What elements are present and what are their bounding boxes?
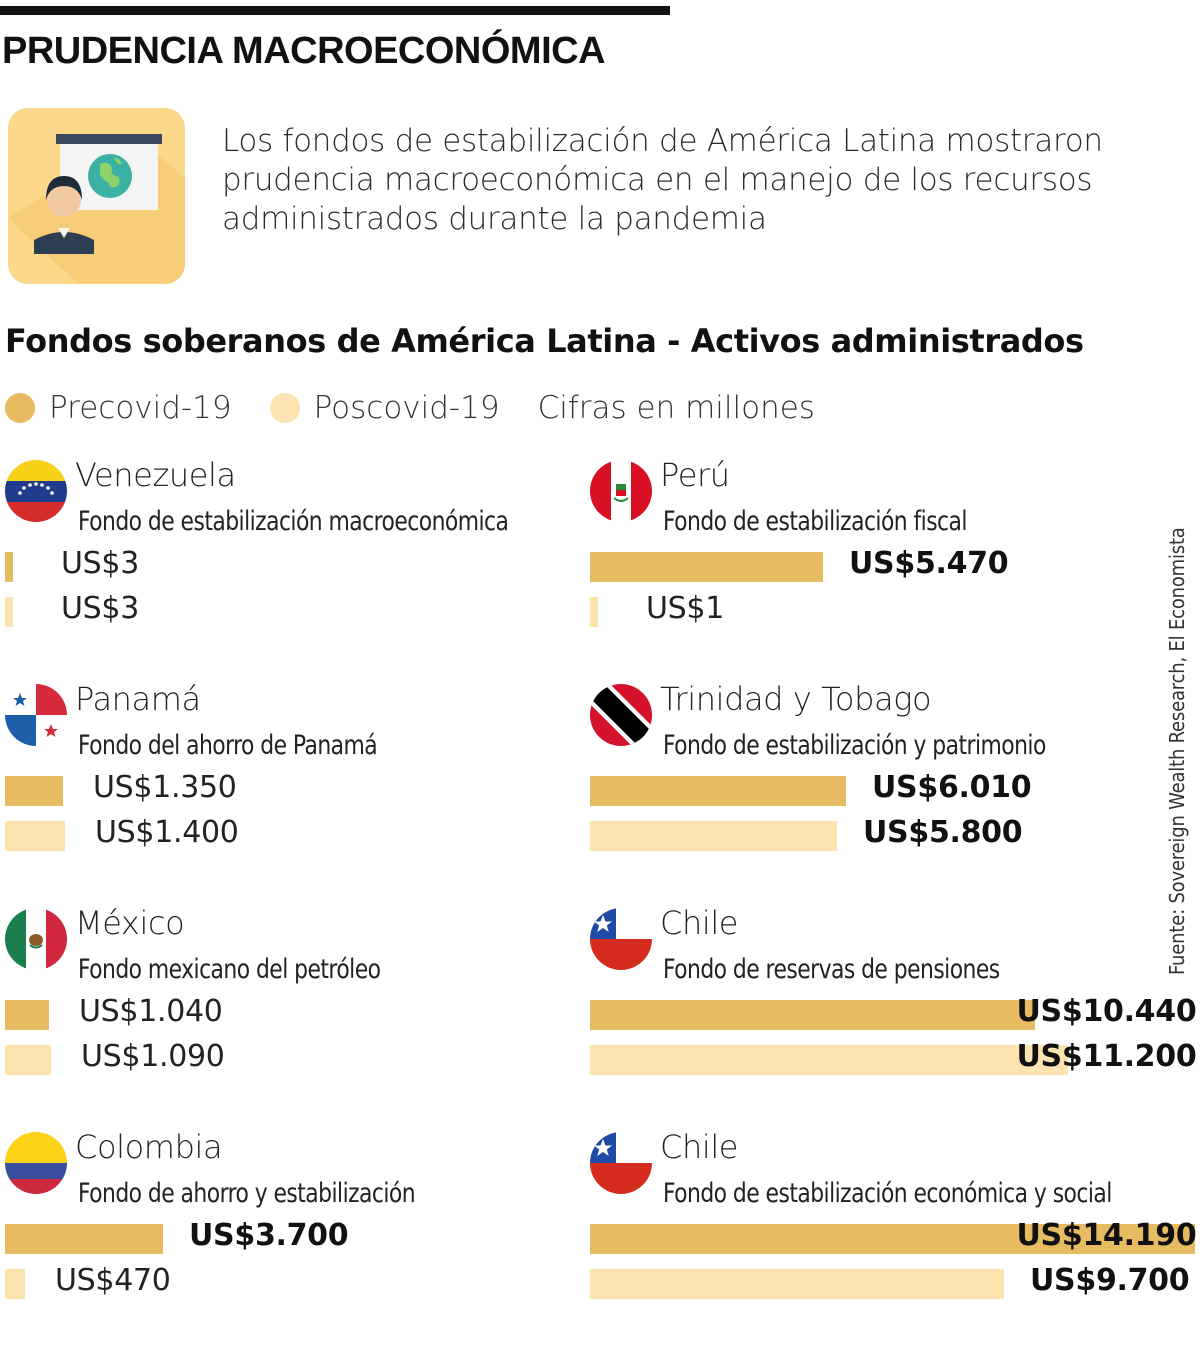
fund-name: Fondo de reservas de pensiones: [663, 954, 1000, 985]
fund-name: Fondo de estabilización y patrimonio: [663, 730, 1046, 761]
bar-pre: [5, 1224, 163, 1254]
fund-panel: Chile Fondo de reservas de pensiones US$10…: [590, 904, 1197, 1128]
value-label-post: US$1.090: [81, 1039, 225, 1074]
page-title: PRUDENCIA MACROECONÓMICA: [2, 30, 606, 72]
presentation-icon: [8, 108, 185, 284]
fund-panel: Colombia Fondo de ahorro y estabilización…: [5, 1128, 605, 1352]
fund-panel: Perú Fondo de estabilización fiscal US$5.4…: [590, 456, 1190, 680]
bar-pre: [590, 776, 846, 806]
trinidad-flag-icon: [590, 684, 652, 746]
value-label-pre: US$10.440: [1016, 994, 1197, 1029]
country-name: Trinidad y Tobago: [660, 680, 932, 718]
fund-name: Fondo de estabilización económica y soci…: [663, 1178, 1112, 1209]
unit-note: Cifras en millones: [537, 390, 815, 426]
legend-swatch-pre: [5, 393, 35, 423]
country-name: Venezuela: [75, 456, 236, 494]
bar-pre: [590, 1224, 1195, 1254]
country-name: Chile: [660, 904, 739, 942]
country-name: Panamá: [75, 680, 201, 718]
country-name: Chile: [660, 1128, 739, 1166]
peru-flag-icon: [590, 460, 652, 522]
bar-pre: [5, 776, 63, 806]
chart-title: Fondos soberanos de América Latina - Act…: [5, 322, 1084, 360]
value-label-post: US$470: [55, 1263, 171, 1298]
bar-post: [590, 1045, 1068, 1075]
value-label-pre: US$14.190: [1016, 1218, 1197, 1253]
bar-pre: [590, 1000, 1035, 1030]
bar-post: [5, 1045, 51, 1075]
value-label-post: US$9.700: [1030, 1263, 1190, 1298]
fund-panel: México Fondo mexicano del petróleo US$1.04…: [5, 904, 605, 1128]
value-label-pre: US$3: [61, 546, 139, 581]
legend-item-pre: Precovid-19: [5, 390, 232, 426]
value-label-pre: US$3.700: [189, 1218, 349, 1253]
fund-panel: Trinidad y Tobago Fondo de estabilización…: [590, 680, 1190, 904]
fund-panel: Panamá Fondo del ahorro de Panamá US$1.350…: [5, 680, 605, 904]
country-name: Colombia: [75, 1128, 223, 1166]
country-name: Perú: [660, 456, 730, 494]
intro-text: Los fondos de estabilización de América …: [222, 123, 1103, 237]
value-label-pre: US$6.010: [872, 770, 1032, 805]
fund-name: Fondo de estabilización macroeconómica: [78, 506, 509, 537]
value-label-pre: US$1.350: [93, 770, 237, 805]
top-rule: [0, 6, 670, 15]
fund-name: Fondo de estabilización fiscal: [663, 506, 967, 537]
bar-post: [590, 597, 598, 627]
bar-post: [5, 821, 65, 851]
value-label-post: US$3: [61, 591, 139, 626]
fund-panel: Chile Fondo de estabilización económica y…: [590, 1128, 1197, 1352]
value-label-pre: US$1.040: [79, 994, 223, 1029]
bar-post: [590, 821, 837, 851]
fund-name: Fondo del ahorro de Panamá: [78, 730, 378, 761]
fund-name: Fondo mexicano del petróleo: [78, 954, 381, 985]
bar-pre: [590, 552, 823, 582]
value-label-post: US$1.400: [95, 815, 239, 850]
colombia-flag-icon: [5, 1132, 67, 1194]
venezuela-flag-icon: [5, 460, 67, 522]
value-label-pre: US$5.470: [849, 546, 1009, 581]
fund-panel: Venezuela Fondo de estabilización macroec…: [5, 456, 605, 680]
legend-label-pre: Precovid-19: [49, 390, 232, 426]
value-label-post: US$5.800: [863, 815, 1023, 850]
bar-pre: [5, 552, 13, 582]
legend-swatch-post: [269, 393, 300, 423]
legend-label-post: Poscovid-19: [313, 390, 500, 426]
bar-pre: [5, 1000, 49, 1030]
bar-post: [590, 1269, 1004, 1299]
country-name: México: [75, 904, 185, 942]
fund-name: Fondo de ahorro y estabilización: [78, 1178, 416, 1209]
bar-post: [5, 1269, 25, 1299]
chile-flag-icon: [590, 1132, 652, 1194]
panama-flag-icon: [5, 684, 67, 746]
legend: Precovid-19 Poscovid-19 Cifras en millon…: [5, 386, 853, 430]
value-label-post: US$11.200: [1016, 1039, 1197, 1074]
legend-item-post: Poscovid-19: [269, 390, 500, 426]
chile-flag-icon: [590, 908, 652, 970]
value-label-post: US$1: [646, 591, 724, 626]
mexico-flag-icon: [5, 908, 67, 970]
bar-post: [5, 597, 13, 627]
